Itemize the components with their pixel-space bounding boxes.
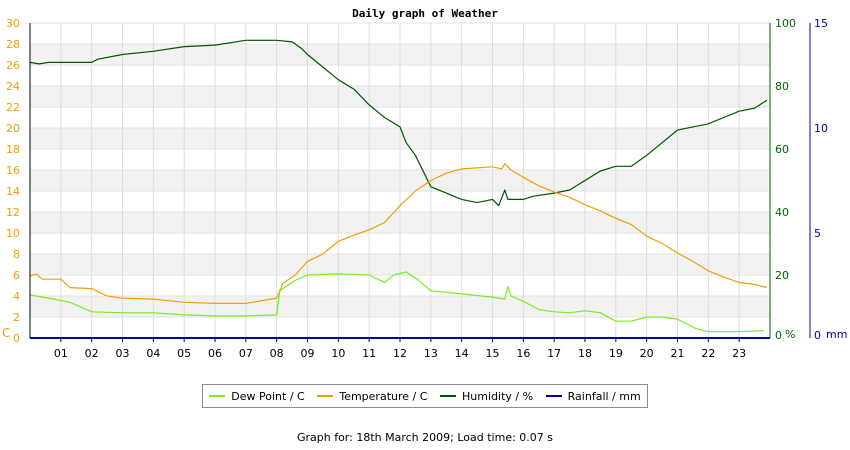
x-tick-label: 03 [116,347,130,360]
footer-text: Graph for: 18th March 2009; Load time: 0… [296,431,554,444]
x-tick-label: 06 [208,347,222,360]
x-tick-label: 19 [609,347,623,360]
left-tick-label: 30 [6,17,20,30]
x-tick-label: 11 [362,347,376,360]
left-tick-label: 2 [13,311,20,324]
legend-item-humidity: Humidity / % [440,390,533,403]
humidity-tick-label: 20 [775,269,789,282]
left-tick-label: 12 [6,206,20,219]
x-tick-label: 17 [547,347,561,360]
rainfall-tick-label: 15 [814,17,828,30]
left-tick-label: 6 [13,269,20,282]
chart-title: Daily graph of Weather [352,7,498,20]
series-dew-point-line [29,271,764,333]
x-tick-label: 15 [486,347,500,360]
left-tick-label: 8 [13,248,20,261]
x-tick-label: 05 [177,347,191,360]
left-tick-label: 10 [6,227,20,240]
axes [29,23,811,338]
humidity-axis-ticks: 20 40 60 80 100 0 [775,17,796,342]
x-tick-label: 08 [270,347,284,360]
legend-label-temperature: Temperature / C [339,389,428,403]
left-tick-label: 26 [6,59,20,72]
x-tick-label: 18 [578,347,592,360]
legend-label-rainfall: Rainfall / mm [567,389,641,403]
left-tick-label: 14 [6,185,20,198]
x-tick-label: 12 [393,347,407,360]
x-tick-label: 01 [54,347,68,360]
legend-swatch-dew-point [209,395,226,397]
series-temperature-line [29,163,768,304]
left-tick-label: 4 [13,290,20,303]
humidity-tick-label: 40 [775,206,789,219]
x-tick-label: 21 [671,347,685,360]
legend-item-temperature: Temperature / C [317,390,427,403]
left-tick-label: 20 [6,122,20,135]
rainfall-axis-ticks: 0 5 10 15 [814,17,828,342]
legend-swatch-humidity [440,395,457,397]
humidity-tick-label: 80 [775,80,789,93]
left-tick-label: 16 [6,164,20,177]
rainfall-tick-label: 10 [814,122,828,135]
legend-label-dew-point: Dew Point / C [231,389,305,403]
x-tick-label: 10 [331,347,345,360]
x-tick-label: 09 [301,347,315,360]
legend: Dew Point / C Temperature / C Humidity /… [202,384,648,408]
rainfall-tick-label: 0 [814,329,821,342]
left-tick-label: 24 [6,80,20,93]
rainfall-axis-unit: mm [826,328,847,341]
x-tick-label: 23 [732,347,746,360]
left-axis-unit: C [2,326,10,340]
x-tick-label: 16 [516,347,530,360]
legend-swatch-temperature [317,395,334,397]
left-tick-label: 22 [6,101,20,114]
rainfall-tick-label: 5 [814,227,821,240]
x-tick-label: 13 [424,347,438,360]
series-humidity-line [29,39,768,207]
legend-label-humidity: Humidity / % [462,389,534,403]
x-tick-label: 22 [701,347,715,360]
x-tick-label: 07 [239,347,253,360]
legend-item-rainfall: Rainfall / mm [545,389,641,403]
left-tick-label: 18 [6,143,20,156]
humidity-tick-label: 60 [775,143,789,156]
legend-swatch-rainfall [545,395,562,397]
legend-item-dew-point: Dew Point / C [209,389,305,403]
left-tick-label: 0 [13,332,20,345]
humidity-tick-label: 100 [775,17,796,30]
left-tick-label: 28 [6,38,20,51]
x-tick-label: 14 [455,347,469,360]
x-tick-label: 20 [640,347,654,360]
x-axis-ticks: 01 02 03 04 05 06 07 08 09 10 11 12 13 14 15 16 17 18 19 20… [54,338,746,360]
x-tick-label: 02 [85,347,99,360]
humidity-tick-label: 0 [775,329,782,342]
humidity-axis-unit: % [785,328,795,341]
x-tick-label: 04 [146,347,160,360]
